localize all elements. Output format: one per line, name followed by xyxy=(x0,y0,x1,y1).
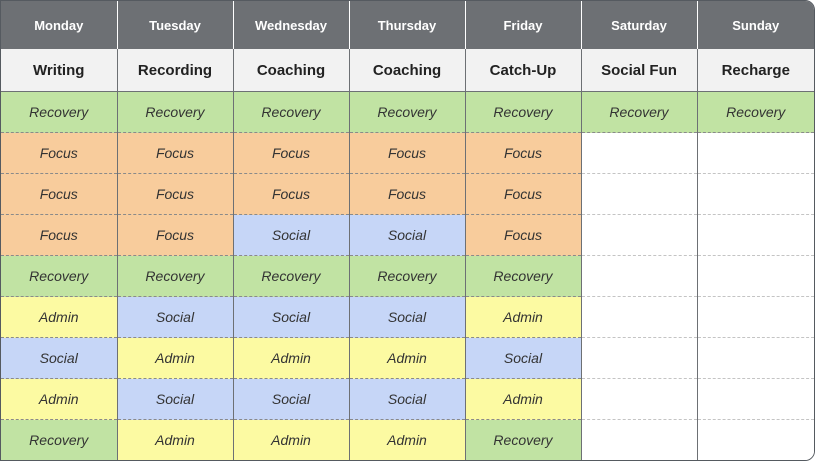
slot-sunday-empty xyxy=(697,296,814,338)
slot-friday-focus: Focus xyxy=(465,214,582,256)
slot-saturday-empty xyxy=(581,214,698,256)
theme-monday: Writing xyxy=(1,49,118,92)
slot-monday-social: Social xyxy=(1,337,118,379)
schedule-body: Recovery Recovery Recovery Recovery Recovery… xyxy=(1,91,814,460)
slot-wednesday-social: Social xyxy=(233,296,350,338)
slot-tuesday-social: Social xyxy=(117,296,234,338)
theme-saturday: Social Fun xyxy=(581,49,698,92)
schedule-row: Recovery Recovery Recovery Recovery Recovery… xyxy=(1,91,814,133)
slot-friday-recovery: Recovery xyxy=(465,91,582,133)
slot-saturday-empty xyxy=(581,173,698,215)
slot-saturday-empty xyxy=(581,419,698,460)
day-header-row: Monday Tuesday Wednesday Thursday Friday… xyxy=(1,1,814,49)
slot-sunday-empty xyxy=(697,132,814,174)
day-header-sunday: Sunday xyxy=(697,1,814,49)
slot-wednesday-focus: Focus xyxy=(233,132,350,174)
schedule-row: Focus Focus Social Social Focus xyxy=(1,214,814,256)
slot-sunday-empty xyxy=(697,337,814,379)
slot-thursday-admin: Admin xyxy=(349,419,466,460)
day-header-saturday: Saturday xyxy=(581,1,698,49)
slot-wednesday-admin: Admin xyxy=(233,337,350,379)
day-header-monday: Monday xyxy=(1,1,118,49)
slot-monday-recovery: Recovery xyxy=(1,91,118,133)
slot-wednesday-social: Social xyxy=(233,378,350,420)
slot-thursday-admin: Admin xyxy=(349,337,466,379)
day-header-wednesday: Wednesday xyxy=(233,1,350,49)
slot-wednesday-social: Social xyxy=(233,214,350,256)
slot-monday-admin: Admin xyxy=(1,378,118,420)
day-header-friday: Friday xyxy=(465,1,582,49)
slot-monday-recovery: Recovery xyxy=(1,419,118,460)
slot-tuesday-focus: Focus xyxy=(117,214,234,256)
schedule-row: Social Admin Admin Admin Social xyxy=(1,337,814,379)
schedule-row: Admin Social Social Social Admin xyxy=(1,378,814,420)
slot-friday-admin: Admin xyxy=(465,296,582,338)
slot-monday-focus: Focus xyxy=(1,132,118,174)
slot-saturday-empty xyxy=(581,296,698,338)
slot-thursday-recovery: Recovery xyxy=(349,91,466,133)
slot-thursday-social: Social xyxy=(349,378,466,420)
slot-tuesday-focus: Focus xyxy=(117,173,234,215)
slot-wednesday-recovery: Recovery xyxy=(233,91,350,133)
slot-friday-recovery: Recovery xyxy=(465,255,582,297)
slot-sunday-empty xyxy=(697,419,814,460)
slot-saturday-empty xyxy=(581,337,698,379)
slot-friday-social: Social xyxy=(465,337,582,379)
slot-monday-admin: Admin xyxy=(1,296,118,338)
slot-saturday-empty xyxy=(581,132,698,174)
slot-friday-admin: Admin xyxy=(465,378,582,420)
slot-thursday-focus: Focus xyxy=(349,173,466,215)
slot-sunday-empty xyxy=(697,255,814,297)
theme-friday: Catch-Up xyxy=(465,49,582,92)
slot-sunday-recovery: Recovery xyxy=(697,91,814,133)
theme-row: Writing Recording Coaching Coaching Catc… xyxy=(1,49,814,92)
slot-friday-focus: Focus xyxy=(465,173,582,215)
slot-thursday-focus: Focus xyxy=(349,132,466,174)
theme-thursday: Coaching xyxy=(349,49,466,92)
slot-tuesday-admin: Admin xyxy=(117,419,234,460)
day-header-thursday: Thursday xyxy=(349,1,466,49)
slot-friday-recovery: Recovery xyxy=(465,419,582,460)
day-header-tuesday: Tuesday xyxy=(117,1,234,49)
theme-wednesday: Coaching xyxy=(233,49,350,92)
theme-tuesday: Recording xyxy=(117,49,234,92)
schedule-row: Focus Focus Focus Focus Focus xyxy=(1,132,814,174)
schedule-row: Recovery Admin Admin Admin Recovery xyxy=(1,419,814,460)
slot-thursday-recovery: Recovery xyxy=(349,255,466,297)
schedule-row: Admin Social Social Social Admin xyxy=(1,296,814,338)
slot-thursday-social: Social xyxy=(349,296,466,338)
slot-sunday-empty xyxy=(697,173,814,215)
slot-friday-focus: Focus xyxy=(465,132,582,174)
slot-wednesday-admin: Admin xyxy=(233,419,350,460)
slot-thursday-social: Social xyxy=(349,214,466,256)
slot-saturday-empty xyxy=(581,378,698,420)
slot-tuesday-focus: Focus xyxy=(117,132,234,174)
slot-monday-recovery: Recovery xyxy=(1,255,118,297)
slot-saturday-empty xyxy=(581,255,698,297)
slot-tuesday-social: Social xyxy=(117,378,234,420)
slot-sunday-empty xyxy=(697,378,814,420)
slot-tuesday-recovery: Recovery xyxy=(117,255,234,297)
schedule-row: Recovery Recovery Recovery Recovery Recovery xyxy=(1,255,814,297)
slot-monday-focus: Focus xyxy=(1,214,118,256)
slot-monday-focus: Focus xyxy=(1,173,118,215)
slot-wednesday-focus: Focus xyxy=(233,173,350,215)
slot-tuesday-recovery: Recovery xyxy=(117,91,234,133)
slot-tuesday-admin: Admin xyxy=(117,337,234,379)
theme-sunday: Recharge xyxy=(697,49,814,92)
slot-wednesday-recovery: Recovery xyxy=(233,255,350,297)
schedule-row: Focus Focus Focus Focus Focus xyxy=(1,173,814,215)
slot-saturday-recovery: Recovery xyxy=(581,91,698,133)
slot-sunday-empty xyxy=(697,214,814,256)
